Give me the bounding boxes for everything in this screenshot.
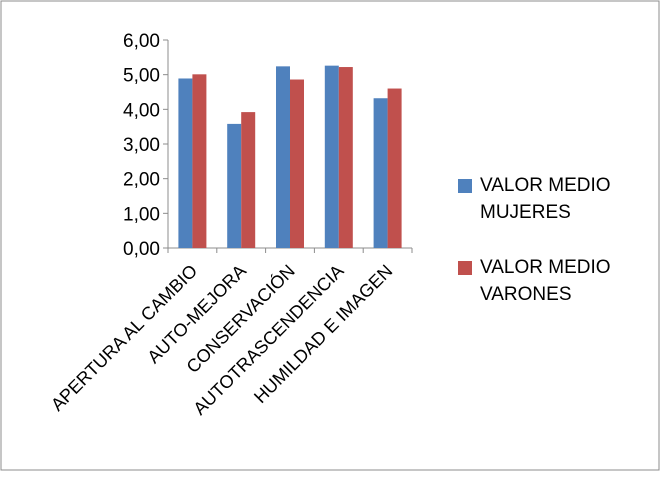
bar-mujeres — [227, 123, 242, 248]
bar-mujeres — [324, 65, 339, 248]
y-tick-label: 4,00 — [123, 100, 160, 121]
legend-swatch-mujeres — [458, 179, 472, 193]
y-tick-label: 1,00 — [123, 204, 160, 225]
bar-mujeres — [373, 98, 388, 249]
legend-item-mujeres: VALOR MEDIO MUJERES — [458, 172, 648, 226]
y-tick-label: 5,00 — [123, 66, 160, 87]
legend: VALOR MEDIO MUJERES VALOR MEDIO VARONES — [458, 172, 648, 336]
bar-varones — [387, 88, 402, 249]
legend-label-mujeres: VALOR MEDIO MUJERES — [480, 175, 611, 223]
y-axis-ticks: 0,00 1,00 2,00 3,00 4,00 5,00 6,00 — [123, 31, 168, 260]
legend-swatch-varones — [458, 261, 472, 275]
legend-item-varones: VALOR MEDIO VARONES — [458, 254, 648, 308]
legend-label-varones: VALOR MEDIO VARONES — [480, 257, 611, 305]
bar-varones — [338, 67, 353, 248]
y-tick-label: 2,00 — [123, 170, 160, 191]
y-tick-label: 0,00 — [123, 239, 160, 260]
bar-mujeres — [276, 66, 290, 248]
bar-mujeres — [178, 78, 193, 248]
y-tick-label: 6,00 — [123, 31, 160, 52]
bar-varones — [290, 79, 304, 249]
bar-varones — [241, 112, 256, 249]
y-tick-label: 3,00 — [123, 135, 160, 156]
bar-series-group — [178, 65, 402, 249]
bar-varones — [192, 74, 207, 248]
